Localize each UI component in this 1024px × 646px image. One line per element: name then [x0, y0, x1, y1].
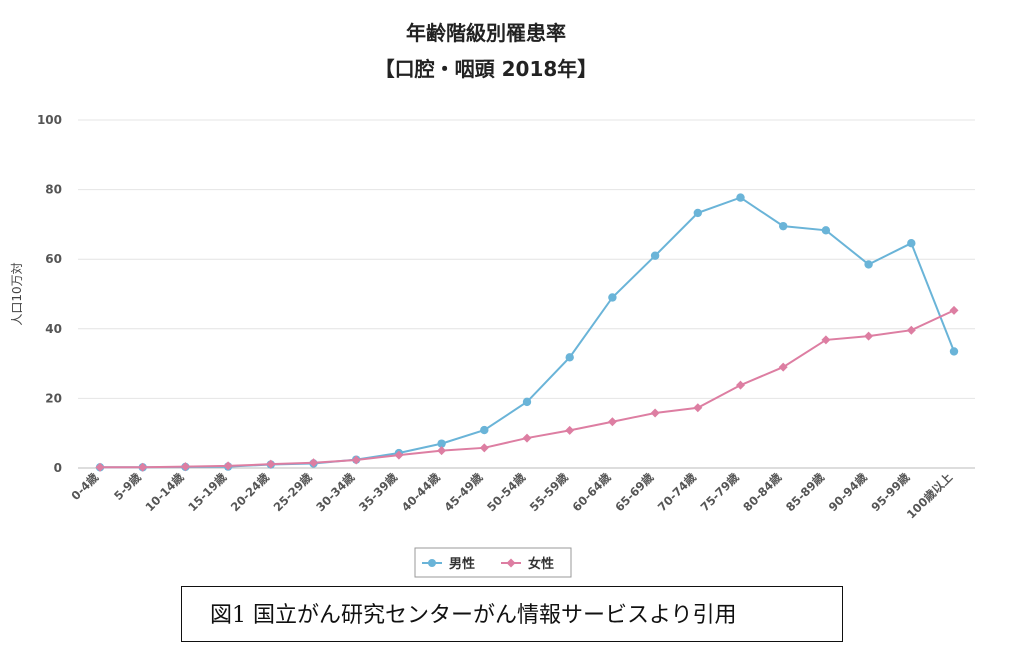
data-point[interactable] — [479, 443, 489, 453]
x-tick-label: 45-49歳 — [441, 470, 485, 514]
series-female — [95, 305, 959, 472]
legend-label-female: 女性 — [528, 556, 554, 572]
x-tick-label: 50-54歳 — [484, 470, 528, 514]
data-point[interactable] — [693, 208, 702, 218]
data-point[interactable] — [522, 433, 532, 443]
caption-box: 図1 国立がん研究センターがん情報サービスより引用 — [181, 586, 843, 642]
x-tick-label: 100歳以上 — [904, 470, 956, 522]
data-point[interactable] — [437, 439, 446, 448]
data-point[interactable] — [351, 455, 361, 465]
x-tick-label: 10-14歳 — [142, 470, 186, 514]
x-tick-label: 70-74歳 — [655, 470, 699, 514]
x-tick-labels: 0-4歳 5-9歳10-14歳15-19歳20-24歳25-29歳30-34歳35… — [68, 470, 955, 522]
x-tick-label: 80-84歳 — [740, 470, 784, 514]
x-tick-label: 30-34歳 — [313, 470, 357, 514]
series-male — [95, 193, 959, 472]
data-point[interactable] — [821, 335, 831, 345]
data-point[interactable] — [309, 458, 318, 468]
data-point[interactable] — [693, 403, 703, 413]
data-point[interactable] — [394, 450, 404, 460]
chart: 年齢階級別罹患率 【口腔・咽頭 2018年】 人口10万対 0 20 40 60 80 1… — [10, 21, 975, 578]
data-point[interactable] — [95, 462, 105, 472]
y-tick-label: 80 — [45, 183, 62, 197]
data-point[interactable] — [266, 459, 276, 469]
legend-label-male: 男性 — [449, 556, 475, 572]
data-point[interactable] — [223, 461, 233, 471]
data-point[interactable] — [608, 293, 617, 302]
legend-item-female[interactable]: 女性 — [501, 556, 554, 572]
data-point[interactable] — [565, 425, 575, 435]
data-point[interactable] — [437, 446, 447, 456]
series-line — [100, 309, 955, 469]
data-point[interactable] — [736, 380, 745, 390]
legend-item-male[interactable]: 男性 — [422, 556, 475, 572]
data-point[interactable] — [949, 305, 959, 315]
x-tick-label: 90-94歳 — [826, 470, 870, 514]
data-point[interactable] — [650, 251, 660, 260]
data-point[interactable] — [607, 417, 617, 427]
data-point[interactable] — [907, 238, 916, 248]
x-tick-label: 25-29歳 — [271, 470, 315, 514]
x-tick-label: 85-89歳 — [783, 470, 827, 514]
x-tick-label: 65-69歳 — [612, 470, 656, 514]
data-point[interactable] — [138, 462, 148, 472]
data-point[interactable] — [650, 408, 660, 418]
x-tick-label: 95-99歳 — [868, 470, 912, 514]
data-point[interactable] — [522, 397, 532, 407]
chart-title-line2: 【口腔・咽頭 2018年】 — [375, 57, 598, 81]
series-group — [95, 193, 959, 472]
gridlines — [78, 119, 975, 469]
y-tick-label: 0 — [54, 461, 62, 475]
x-tick-label: 40-44歳 — [399, 470, 443, 514]
data-point[interactable] — [821, 226, 831, 235]
caption-text: 図1 国立がん研究センターがん情報サービスより引用 — [210, 603, 737, 628]
x-tick-label: 0-4歳 — [68, 470, 101, 503]
y-tick-label: 20 — [45, 391, 62, 405]
x-tick-label: 20-24歳 — [228, 470, 272, 514]
data-point[interactable] — [779, 221, 788, 231]
x-tick-label: 5-9歳 — [111, 470, 144, 503]
series-line — [100, 196, 955, 469]
data-point[interactable] — [778, 362, 788, 372]
x-tick-label: 15-19歳 — [185, 470, 229, 514]
data-point[interactable] — [565, 353, 574, 362]
data-point[interactable] — [906, 325, 916, 335]
x-tick-label: 35-39歳 — [356, 470, 400, 514]
x-tick-label: 55-59歳 — [527, 470, 571, 514]
y-axis-label: 人口10万対 — [10, 262, 24, 325]
data-point[interactable] — [180, 462, 190, 472]
legend[interactable]: 男性 女性 — [414, 547, 572, 578]
y-tick-label: 40 — [45, 322, 62, 336]
data-point[interactable] — [480, 425, 489, 435]
data-point[interactable] — [949, 347, 959, 356]
data-point[interactable] — [736, 193, 745, 202]
y-tick-labels: 0 20 40 60 80 100 — [37, 113, 62, 475]
x-tick-label: 75-79歳 — [698, 470, 742, 514]
y-tick-label: 100 — [37, 113, 62, 127]
x-tick-label: 60-64歳 — [569, 470, 613, 514]
data-point[interactable] — [864, 331, 874, 341]
data-point[interactable] — [864, 260, 873, 269]
y-tick-label: 60 — [45, 252, 62, 266]
chart-title-line1: 年齢階級別罹患率 — [406, 21, 566, 45]
